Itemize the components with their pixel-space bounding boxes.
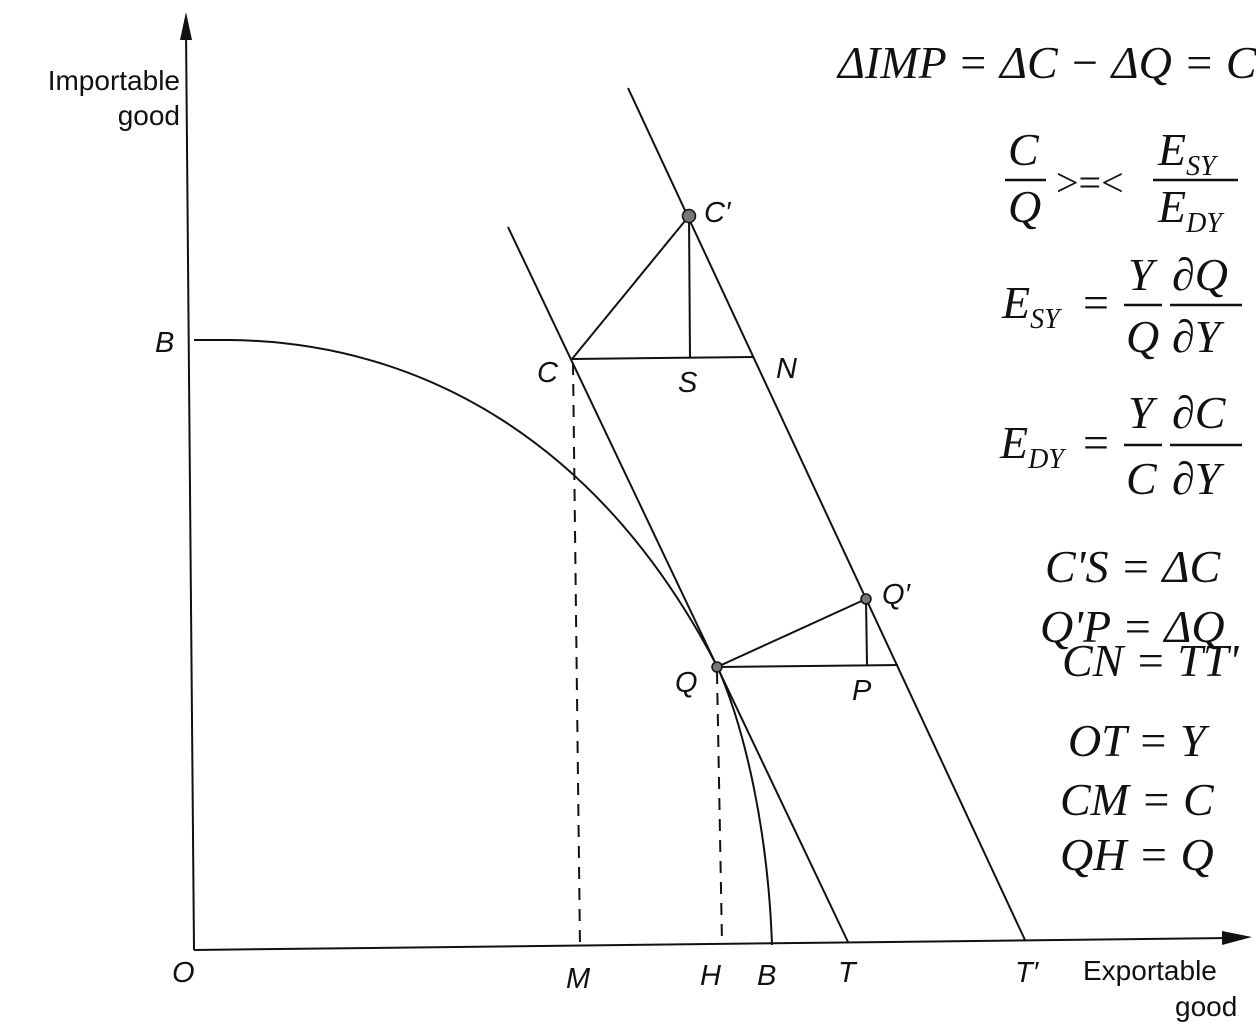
edy-denominator: EDY	[1157, 181, 1225, 239]
ratio-numerator-C: C	[1008, 124, 1040, 175]
dashed-line-CM	[572, 362, 581, 947]
budget-line-CT	[507, 226, 849, 943]
label-B-bottom: B	[757, 960, 776, 992]
segment-Q-line	[716, 664, 899, 668]
comparison-sign: >=<	[1056, 160, 1124, 205]
label-T: T	[838, 957, 858, 989]
y-axis-label-line1: Importable	[48, 65, 180, 96]
label-C: C	[537, 357, 559, 389]
definition-OT: OT = Y	[1068, 715, 1210, 766]
budget-line-C-prime-T-prime	[627, 87, 1026, 941]
label-origin: O	[172, 957, 195, 989]
y-axis-label-line2: good	[118, 100, 180, 131]
esy-def-f2-num: ∂Q	[1172, 249, 1228, 300]
edy-def-f2-num: ∂C	[1172, 387, 1227, 438]
esy-def-f2-den: ∂Y	[1172, 311, 1225, 362]
label-N: N	[776, 353, 797, 385]
point-Q-marker	[711, 661, 723, 673]
edy-def-lhs: EDY	[999, 417, 1067, 475]
edy-def-f1-num: Y	[1128, 387, 1158, 438]
dashed-line-QH	[716, 671, 723, 944]
definition-Q-prime-P: Q'P = ΔQ	[1040, 601, 1225, 652]
esy-def-lhs: ESY	[1001, 277, 1063, 335]
label-M: M	[566, 963, 591, 995]
x-axis	[193, 937, 1231, 951]
equation-delta-imp: ΔIMP = ΔC − ΔQ = C	[836, 37, 1256, 88]
point-C-prime-marker	[681, 208, 697, 224]
esy-def-f1-num: Y	[1128, 249, 1158, 300]
label-Q-prime: Q′	[882, 579, 912, 611]
label-S: S	[678, 367, 698, 399]
y-axis-arrowhead	[180, 12, 192, 40]
x-axis-label-line1: Exportable	[1083, 955, 1217, 986]
production-possibility-frontier	[194, 339, 773, 946]
y-axis	[185, 29, 195, 951]
edy-def-f2-den: ∂Y	[1172, 453, 1225, 504]
definition-CM: CM = C	[1060, 774, 1215, 825]
esy-numerator: ESY	[1157, 124, 1219, 182]
x-axis-label-line2: good	[1175, 991, 1237, 1022]
definition-CN: CN = TT'	[1062, 635, 1240, 686]
edy-def-equals: =	[1083, 417, 1109, 468]
point-Q-prime-marker	[860, 593, 872, 605]
segment-Q-prime-P	[865, 598, 868, 666]
esy-def-equals: =	[1083, 277, 1109, 328]
segment-C-C-prime	[571, 215, 690, 360]
label-C-prime: C′	[704, 197, 732, 229]
segment-C-prime-S	[688, 215, 691, 358]
label-B-top: B	[155, 327, 174, 359]
segment-Q-Q-prime	[716, 598, 867, 668]
edy-def-f1-den: C	[1126, 453, 1158, 504]
definition-QH: QH = Q	[1060, 829, 1214, 880]
label-H: H	[700, 960, 721, 992]
label-P: P	[852, 675, 872, 707]
definition-C-prime-S: C'S = ΔC	[1045, 541, 1222, 592]
label-T-prime: T′	[1015, 957, 1040, 989]
label-Q: Q	[675, 667, 698, 699]
segment-CN	[571, 356, 755, 360]
x-axis-arrowhead	[1222, 931, 1252, 945]
ratio-denominator-Q: Q	[1008, 181, 1041, 232]
esy-def-f1-den: Q	[1126, 311, 1159, 362]
